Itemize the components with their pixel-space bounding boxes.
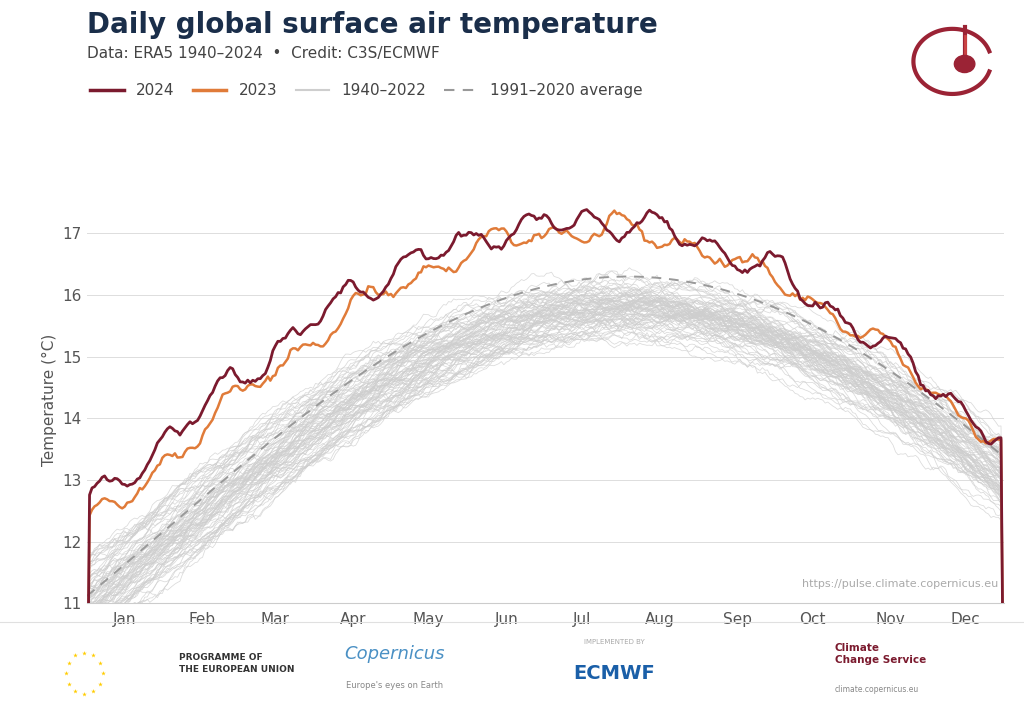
Text: Climate
Change Service: Climate Change Service xyxy=(835,643,926,665)
Text: https://pulse.climate.copernicus.eu: https://pulse.climate.copernicus.eu xyxy=(802,579,998,589)
Text: Copernicus: Copernicus xyxy=(344,645,444,663)
Text: Daily global surface air temperature: Daily global surface air temperature xyxy=(87,11,657,39)
Legend: 2024, 2023, 1940–2022, 1991–2020 average: 2024, 2023, 1940–2022, 1991–2020 average xyxy=(84,77,649,104)
Text: Data: ERA5 1940–2024  •  Credit: C3S/ECMWF: Data: ERA5 1940–2024 • Credit: C3S/ECMWF xyxy=(87,46,439,61)
Text: Europe's eyes on Earth: Europe's eyes on Earth xyxy=(346,680,442,690)
Text: climate.copernicus.eu: climate.copernicus.eu xyxy=(835,685,919,695)
Text: PROGRAMME OF
THE EUROPEAN UNION: PROGRAMME OF THE EUROPEAN UNION xyxy=(179,653,295,674)
Text: ECMWF: ECMWF xyxy=(573,664,655,683)
Y-axis label: Temperature (°C): Temperature (°C) xyxy=(42,333,56,466)
Text: IMPLEMENTED BY: IMPLEMENTED BY xyxy=(584,639,645,645)
Circle shape xyxy=(954,56,975,73)
